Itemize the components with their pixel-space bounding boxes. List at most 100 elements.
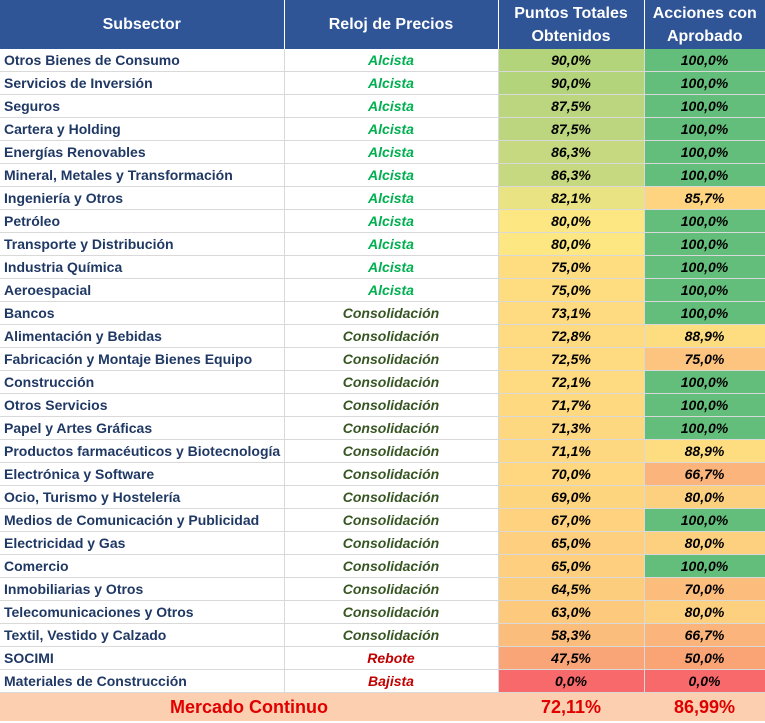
acciones-cell: 70,0% (644, 577, 765, 601)
table-row: Otros Servicios Consolidación 71,7% 100,0% (0, 393, 765, 417)
subsector-cell: Mineral, Metales y Transformación (0, 163, 285, 187)
table-row: Otros Bienes de Consumo Alcista 90,0% 100,0… (0, 49, 765, 72)
puntos-cell: 67,0% (498, 508, 645, 532)
table-header: Subsector Reloj de Precios Puntos Totale… (0, 0, 765, 49)
reloj-cell: Alcista (284, 117, 499, 141)
header-acciones: Acciones con Aprobado (644, 0, 765, 49)
acciones-cell: 100,0% (644, 554, 765, 578)
acciones-cell: 100,0% (644, 232, 765, 256)
subsector-cell: Petróleo (0, 209, 285, 233)
puntos-cell: 86,3% (498, 140, 645, 164)
puntos-cell: 64,5% (498, 577, 645, 601)
puntos-cell: 80,0% (498, 232, 645, 256)
acciones-cell: 80,0% (644, 485, 765, 509)
puntos-cell: 63,0% (498, 600, 645, 624)
puntos-cell: 72,1% (498, 370, 645, 394)
reloj-cell: Consolidación (284, 554, 499, 578)
reloj-cell: Consolidación (284, 531, 499, 555)
subsector-cell: Fabricación y Montaje Bienes Equipo (0, 347, 285, 371)
table-row: Servicios de Inversión Alcista 90,0% 100,0% (0, 71, 765, 95)
table-row: Bancos Consolidación 73,1% 100,0% (0, 301, 765, 325)
reloj-cell: Alcista (284, 278, 499, 302)
subsector-cell: SOCIMI (0, 646, 285, 670)
table-row: Electrónica y Software Consolidación 70,0%… (0, 462, 765, 486)
puntos-cell: 72,5% (498, 347, 645, 371)
table-row: Transporte y Distribución Alcista 80,0% 100… (0, 232, 765, 256)
table-row: Textil, Vestido y Calzado Consolidación 58… (0, 623, 765, 647)
subsector-cell: Textil, Vestido y Calzado (0, 623, 285, 647)
acciones-cell: 85,7% (644, 186, 765, 210)
acciones-cell: 100,0% (644, 140, 765, 164)
table-row: Seguros Alcista 87,5% 100,0% (0, 94, 765, 118)
header-acciones-line1: Acciones con (652, 4, 757, 22)
puntos-cell: 87,5% (498, 117, 645, 141)
subsector-cell: Construcción (0, 370, 285, 394)
puntos-cell: 71,3% (498, 416, 645, 440)
reloj-cell: Alcista (284, 71, 499, 95)
acciones-cell: 80,0% (644, 600, 765, 624)
table-row: Ocio, Turismo y Hostelería Consolidación 6… (0, 485, 765, 509)
table-body: Otros Bienes de Consumo Alcista 90,0% 100,0… (0, 49, 765, 693)
puntos-cell: 65,0% (498, 554, 645, 578)
puntos-cell: 65,0% (498, 531, 645, 555)
reloj-cell: Consolidación (284, 439, 499, 463)
table-row: SOCIMI Rebote 47,5% 50,0% (0, 646, 765, 670)
table-row: Cartera y Holding Alcista 87,5% 100,0% (0, 117, 765, 141)
acciones-cell: 50,0% (644, 646, 765, 670)
header-puntos: Puntos Totales Obtenidos (498, 0, 645, 49)
reloj-cell: Consolidación (284, 508, 499, 532)
subsector-cell: Energías Renovables (0, 140, 285, 164)
header-puntos-line1: Puntos Totales (514, 4, 628, 22)
table-row: Aeroespacial Alcista 75,0% 100,0% (0, 278, 765, 302)
acciones-cell: 100,0% (644, 49, 765, 72)
acciones-cell: 88,9% (644, 324, 765, 348)
table-row: Energías Renovables Alcista 86,3% 100,0% (0, 140, 765, 164)
header-acciones-line2: Aprobado (666, 27, 743, 45)
puntos-cell: 86,3% (498, 163, 645, 187)
puntos-cell: 70,0% (498, 462, 645, 486)
table-row: Comercio Consolidación 65,0% 100,0% (0, 554, 765, 578)
acciones-cell: 80,0% (644, 531, 765, 555)
acciones-cell: 75,0% (644, 347, 765, 371)
acciones-cell: 100,0% (644, 370, 765, 394)
reloj-cell: Rebote (284, 646, 499, 670)
acciones-cell: 100,0% (644, 393, 765, 417)
reloj-cell: Consolidación (284, 324, 499, 348)
subsector-cell: Industria Química (0, 255, 285, 279)
reloj-cell: Consolidación (284, 370, 499, 394)
reloj-cell: Consolidación (284, 462, 499, 486)
table-row: Telecomunicaciones y Otros Consolidación 6… (0, 600, 765, 624)
reloj-cell: Consolidación (284, 347, 499, 371)
acciones-cell: 100,0% (644, 255, 765, 279)
acciones-cell: 100,0% (644, 209, 765, 233)
reloj-cell: Alcista (284, 255, 499, 279)
footer-label: Mercado Continuo (0, 692, 498, 721)
reloj-cell: Alcista (284, 209, 499, 233)
header-reloj: Reloj de Precios (284, 0, 499, 49)
subsector-cell: Productos farmacéuticos y Biotecnología (0, 439, 285, 463)
footer-puntos: 72,11% (498, 692, 644, 721)
subsector-cell: Ingeniería y Otros (0, 186, 285, 210)
footer-acciones: 86,99% (644, 692, 765, 721)
table-row: Productos farmacéuticos y Biotecnología C… (0, 439, 765, 463)
subsector-cell: Electricidad y Gas (0, 531, 285, 555)
subsector-cell: Cartera y Holding (0, 117, 285, 141)
acciones-cell: 88,9% (644, 439, 765, 463)
subsector-cell: Bancos (0, 301, 285, 325)
header-puntos-line2: Obtenidos (531, 27, 611, 45)
acciones-cell: 100,0% (644, 301, 765, 325)
reloj-cell: Consolidación (284, 301, 499, 325)
subsector-cell: Aeroespacial (0, 278, 285, 302)
table-row: Papel y Artes Gráficas Consolidación 71,3%… (0, 416, 765, 440)
reloj-cell: Consolidación (284, 623, 499, 647)
reloj-cell: Alcista (284, 163, 499, 187)
puntos-cell: 72,8% (498, 324, 645, 348)
subsector-cell: Servicios de Inversión (0, 71, 285, 95)
table-row: Alimentación y Bebidas Consolidación 72,8%… (0, 324, 765, 348)
acciones-cell: 66,7% (644, 623, 765, 647)
subsector-cell: Otros Servicios (0, 393, 285, 417)
puntos-cell: 0,0% (498, 669, 645, 693)
acciones-cell: 100,0% (644, 163, 765, 187)
acciones-cell: 0,0% (644, 669, 765, 693)
reloj-cell: Consolidación (284, 600, 499, 624)
